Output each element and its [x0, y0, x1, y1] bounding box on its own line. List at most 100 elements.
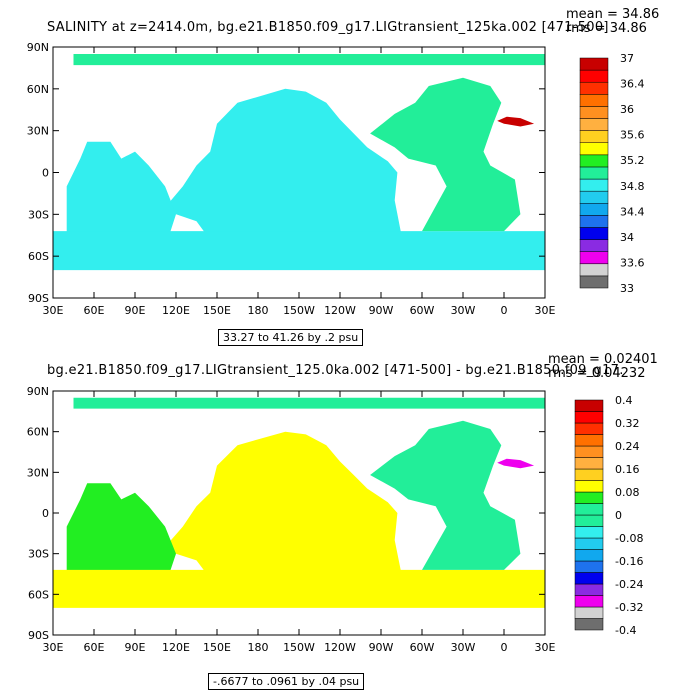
panel1-region-mediterranean: [497, 116, 535, 127]
panel2-colorbar-box: [574, 514, 604, 527]
panel1-colorbar-box: [579, 118, 609, 131]
panel1-y-tick-label: 60N: [27, 83, 49, 96]
panel1-colorbar-box: [579, 251, 609, 265]
panel2-y-tick-label: 90S: [28, 629, 49, 642]
panel2-y-tick-label: 30S: [28, 548, 49, 561]
panel1-x-tick-label: 150E: [203, 304, 231, 317]
panel2-colorbar-label: -0.16: [615, 555, 643, 568]
panel1-region-atlantic-ocean: [370, 77, 521, 232]
panel2-colorbar-box: [574, 526, 604, 539]
panel1-y-tick-label: 60S: [28, 250, 49, 263]
panel2-colorbar-label: 0.24: [615, 440, 640, 453]
panel1-region-pacific-ocean: [165, 88, 402, 250]
panel1-colorbar-label: 33.6: [620, 256, 645, 269]
panel2-colorbar-box: [574, 595, 604, 608]
panel2-mean: mean = 0.02401: [548, 352, 658, 367]
panel2-x-tick-label: 60W: [410, 641, 435, 654]
panel1-x-tick-label: 120E: [162, 304, 190, 317]
panel1-x-tick-label: 180: [248, 304, 269, 317]
panel1-colorbar-box: [579, 215, 609, 228]
panel1-y-tick-label: 90N: [27, 41, 49, 54]
panel2-y-tick-label: 60N: [27, 426, 49, 439]
panel1-colorbar-label: 36.4: [620, 78, 645, 91]
panel2-colorbar-box: [574, 434, 604, 447]
panel2-x-tick-label: 90W: [369, 641, 394, 654]
panel1-colorbar-label: 34.4: [620, 205, 645, 218]
panel1-colorbar-box: [579, 130, 609, 143]
panel2-colorbar-box: [574, 422, 604, 435]
panel1-colorbar-box: [579, 69, 609, 83]
panel1-x-tick-label: 30E: [535, 304, 556, 317]
panel2-colorbar-label: 0.08: [615, 486, 640, 499]
panel2-colorbar-box: [574, 468, 604, 481]
panel2-colorbar-box: [574, 457, 604, 470]
panel2-y-tick-label: 30N: [27, 466, 49, 479]
panel2-region-indian-ocean: [66, 483, 176, 574]
panel2-colorbar-box: [574, 583, 604, 596]
panel1-x-tick-label: 90E: [125, 304, 146, 317]
panel2-colorbar-box: [574, 411, 604, 424]
panel2-colorbar-box: [574, 606, 604, 619]
panel2-colorbar-box: [574, 572, 604, 585]
panel1-colorbar-box: [579, 94, 609, 107]
panel2-x-tick-label: 30E: [535, 641, 556, 654]
panel1-colorbar-label: 34: [620, 231, 634, 244]
panel2-region-mediterranean: [497, 458, 535, 469]
panel2-colorbar-label: -0.4: [615, 624, 636, 637]
panel1-colorbar-box: [579, 57, 609, 71]
panel2-colorbar-box: [574, 618, 604, 631]
panel1-region-indian-ocean: [66, 141, 176, 236]
panel1-x-tick-label: 150W: [283, 304, 315, 317]
panel2-x-tick-label: 30W: [451, 641, 476, 654]
panel1-colorbar-label: 36: [620, 103, 634, 116]
panel2-x-tick-label: 150W: [283, 641, 315, 654]
panel2-x-tick-label: 120E: [162, 641, 190, 654]
panel1-title: SALINITY at z=2414.0m, bg.e21.B1850.f09_…: [47, 20, 609, 35]
panel1-colorbar-box: [579, 154, 609, 168]
panel1-y-tick-label: 30N: [27, 125, 49, 138]
panel2-colorbar-box: [574, 503, 604, 516]
panel1-colorbar-box: [579, 203, 609, 216]
panel1-x-tick-label: 30E: [43, 304, 64, 317]
panel1-colorbar-label: 34.8: [620, 180, 645, 193]
panel1-x-tick-label: 30W: [451, 304, 476, 317]
panel1-colorbar-box: [579, 263, 609, 277]
panel1-colorbar-box: [579, 106, 609, 119]
panel2-title: bg.e21.B1850.f09_g17.LIGtransient_125.0k…: [47, 363, 624, 378]
panel2-x-tick-label: 120W: [324, 641, 356, 654]
panel1-colorbar-box: [579, 275, 609, 289]
panel2-region-southern-ocean: [53, 569, 545, 608]
panel2-colorbar-label: 0.32: [615, 417, 640, 430]
panel1-x-tick-label: 120W: [324, 304, 356, 317]
panel1-colorbar-box: [579, 190, 609, 204]
panel2-region-arctic-ocean: [73, 397, 545, 409]
panel2-colorbar-box: [574, 549, 604, 562]
panel2-region-atlantic-ocean: [370, 420, 521, 570]
panel1-x-tick-label: 60E: [84, 304, 105, 317]
panel2-colorbar-label: -0.24: [615, 578, 643, 591]
panel2-y-tick-label: 60S: [28, 588, 49, 601]
panel1-colorbar-label: 35.2: [620, 154, 645, 167]
panel1-colorbar-label: 33: [620, 282, 634, 295]
panel1-colorbar-box: [579, 178, 609, 192]
panel2-colorbar-box: [574, 445, 604, 458]
panel1-y-tick-label: 30S: [28, 208, 49, 221]
panel1-y-tick-label: 90S: [28, 292, 49, 305]
panel2-x-tick-label: 0: [501, 641, 508, 654]
panel2-x-tick-label: 180: [248, 641, 269, 654]
panel1-region-arctic-ocean: [73, 54, 545, 66]
panel1-region-southern-ocean: [53, 231, 545, 271]
panel2-colorbar-box: [574, 480, 604, 493]
panel2-y-tick-label: 90N: [27, 385, 49, 398]
panel1-colorbar-box: [579, 239, 609, 252]
panel2-colorbar-box: [574, 399, 604, 412]
panel2-colorbar-label: 0: [615, 509, 622, 522]
panel2-colorbar-label: -0.32: [615, 601, 643, 614]
panel2-x-tick-label: 150E: [203, 641, 231, 654]
panel1-colorbar-box: [579, 81, 609, 95]
panel1-mean: mean = 34.86: [566, 7, 660, 22]
panel1-colorbar-label: 35.6: [620, 129, 645, 142]
panel1-x-tick-label: 60W: [410, 304, 435, 317]
panel2-colorbar-label: 0.16: [615, 463, 640, 476]
